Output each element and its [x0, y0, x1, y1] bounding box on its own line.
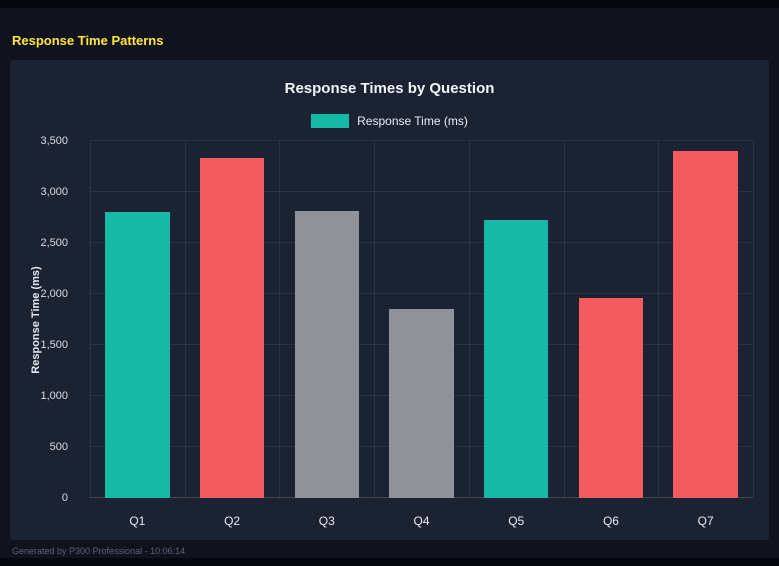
x-tick-label-q3: Q3 — [318, 514, 335, 528]
gridline-vertical — [658, 141, 660, 498]
bars-container — [90, 141, 753, 498]
gridline-horizontal — [90, 191, 753, 192]
y-tick-label: 500 — [49, 441, 68, 453]
bar-slot-q4 — [374, 141, 469, 498]
gridline-vertical — [374, 141, 376, 498]
bar-slot-q7 — [658, 141, 753, 498]
footer-text: Generated by P300 Professional - 10:06:1… — [12, 546, 186, 556]
y-tick-label: 0 — [61, 492, 68, 504]
bar-slot-q6 — [564, 141, 659, 498]
gridline-vertical — [753, 141, 754, 498]
gridline-vertical — [90, 141, 91, 498]
gridline-vertical — [279, 141, 281, 498]
x-tick-label-q5: Q5 — [508, 514, 525, 528]
bar-slot-q1 — [90, 141, 185, 498]
gridline-horizontal — [90, 140, 753, 141]
page-title: Response Time Patterns — [12, 33, 164, 48]
y-tick-label: 1,000 — [40, 390, 68, 402]
y-tick-label: 2,500 — [40, 237, 68, 249]
bar-q3[interactable] — [294, 211, 359, 498]
bar-q7[interactable] — [673, 151, 738, 498]
chart-legend[interactable]: Response Time (ms) — [10, 114, 769, 128]
gridline-horizontal — [90, 293, 753, 294]
chart-panel: Response Times by Question Response Time… — [10, 60, 769, 540]
bar-slot-q2 — [185, 141, 280, 498]
bar-q5[interactable] — [484, 219, 549, 498]
bar-q6[interactable] — [578, 298, 644, 498]
x-tick-label-q6: Q6 — [602, 514, 619, 528]
gridline-vertical — [563, 141, 565, 498]
bar-q2[interactable] — [199, 158, 265, 498]
window-bottom-strip — [0, 558, 779, 566]
chart-title: Response Times by Question — [284, 80, 495, 97]
y-tick-label: 2,000 — [40, 288, 68, 300]
legend-label: Response Time (ms) — [357, 114, 468, 128]
x-tick-label-q2: Q2 — [224, 514, 241, 528]
plot-area — [90, 140, 754, 498]
gridline-horizontal — [90, 242, 753, 243]
bar-q4[interactable] — [389, 309, 454, 498]
x-tick-label-q7: Q7 — [697, 514, 714, 528]
bar-q1[interactable] — [105, 212, 170, 498]
bar-slot-q5 — [469, 141, 564, 498]
x-tick-label-q1: Q1 — [129, 514, 146, 528]
gridline-vertical — [468, 141, 470, 498]
y-tick-label: 3,000 — [40, 186, 68, 198]
bar-slot-q3 — [279, 141, 374, 498]
window-top-strip — [0, 0, 779, 8]
gridline-vertical — [184, 141, 186, 498]
x-axis-ticks: Q1 Q2 Q3 Q4 Q5 Q6 Q7 — [90, 514, 753, 528]
y-tick-label: 3,500 — [40, 135, 68, 147]
y-axis-ticks: 0 500 1,000 1,500 2,000 2,500 3,000 3,500 — [10, 135, 78, 504]
x-tick-label-q4: Q4 — [413, 514, 430, 528]
legend-swatch — [311, 114, 350, 128]
y-tick-label: 1,500 — [40, 339, 68, 351]
